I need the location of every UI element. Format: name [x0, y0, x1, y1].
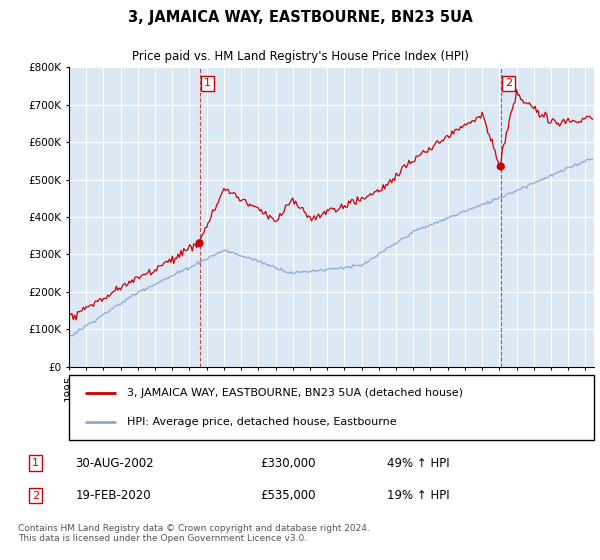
Text: 2: 2 [505, 78, 512, 88]
Text: 49% ↑ HPI: 49% ↑ HPI [386, 456, 449, 470]
Text: 1: 1 [204, 78, 211, 88]
Text: HPI: Average price, detached house, Eastbourne: HPI: Average price, detached house, East… [127, 417, 397, 427]
FancyBboxPatch shape [69, 375, 594, 440]
Text: 3, JAMAICA WAY, EASTBOURNE, BN23 5UA (detached house): 3, JAMAICA WAY, EASTBOURNE, BN23 5UA (de… [127, 388, 463, 398]
Text: 30-AUG-2002: 30-AUG-2002 [76, 456, 154, 470]
Text: 19-FEB-2020: 19-FEB-2020 [76, 489, 151, 502]
Point [496, 162, 506, 171]
Text: £535,000: £535,000 [260, 489, 316, 502]
Point [195, 239, 205, 248]
Text: 2: 2 [32, 491, 39, 501]
Text: £330,000: £330,000 [260, 456, 316, 470]
Text: 19% ↑ HPI: 19% ↑ HPI [386, 489, 449, 502]
Text: Price paid vs. HM Land Registry's House Price Index (HPI): Price paid vs. HM Land Registry's House … [131, 50, 469, 63]
Text: Contains HM Land Registry data © Crown copyright and database right 2024.
This d: Contains HM Land Registry data © Crown c… [18, 524, 370, 543]
Text: 1: 1 [32, 458, 39, 468]
Text: 3, JAMAICA WAY, EASTBOURNE, BN23 5UA: 3, JAMAICA WAY, EASTBOURNE, BN23 5UA [128, 10, 472, 25]
